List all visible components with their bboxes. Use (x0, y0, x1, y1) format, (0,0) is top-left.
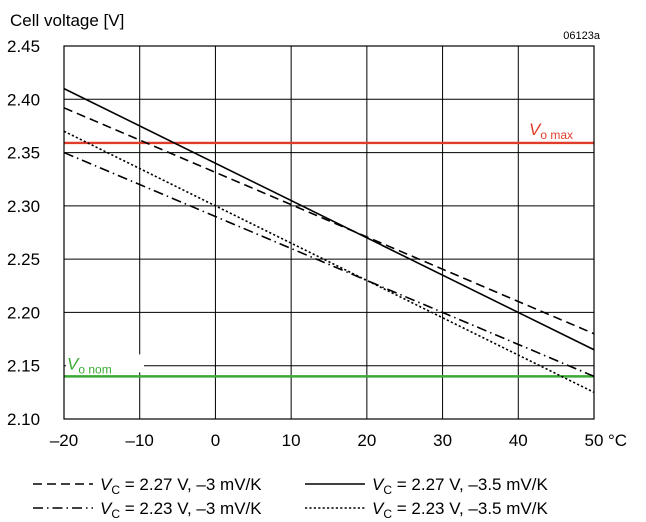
x-tick-label: 40 (509, 431, 528, 450)
legend: VC = 2.27 V, –3 mV/K VC = 2.27 V, –3.5 mV… (33, 475, 548, 521)
legend-symbol: V (372, 475, 385, 494)
y-axis-label: Cell voltage [V] (10, 11, 124, 30)
legend-label: VC = 2.23 V, –3 mV/K (100, 499, 262, 521)
x-tick-label: 30 (433, 431, 452, 450)
reference-label-symbol: V (67, 354, 80, 373)
series-line (63, 107, 595, 335)
legend-label: VC = 2.27 V, –3.5 mV/K (372, 475, 548, 497)
legend-symbol: V (100, 499, 113, 518)
y-tick-label: 2.25 (7, 250, 40, 269)
reference-label-symbol: V (529, 120, 542, 139)
x-tick-label: 10 (282, 431, 301, 450)
axis-frame (63, 45, 595, 420)
reference-label-subscript: o nom (78, 362, 111, 376)
legend-text: = 2.27 V, –3 mV/K (120, 475, 262, 494)
legend-subscript: C (383, 507, 392, 521)
y-tick-label: 2.40 (7, 90, 40, 109)
series-line (63, 151, 595, 378)
legend-text: = 2.23 V, –3 mV/K (120, 499, 262, 518)
legend-symbol: V (372, 499, 385, 518)
reference-line-label: Vo nom (67, 354, 112, 376)
y-tick-label: 2.30 (7, 197, 40, 216)
figure-code: 06123a (563, 30, 601, 42)
legend-label: VC = 2.23 V, –3.5 mV/K (372, 499, 548, 521)
reference-label-bg (66, 354, 144, 373)
y-tick-label: 2.10 (7, 410, 40, 429)
x-tick-label: –20 (50, 431, 78, 450)
plot-frame (63, 45, 595, 420)
legend-symbol: V (100, 475, 113, 494)
legend-text: = 2.27 V, –3.5 mV/K (392, 475, 548, 494)
legend-label: VC = 2.27 V, –3 mV/K (100, 475, 262, 497)
reference-label-subscript: o max (540, 128, 573, 142)
x-tick-label: 50 (585, 431, 604, 450)
x-unit-label: °C (608, 431, 627, 450)
x-tick-label: 20 (357, 431, 376, 450)
legend-subscript: C (111, 483, 120, 497)
y-tick-label: 2.20 (7, 303, 40, 322)
legend-text: = 2.23 V, –3.5 mV/K (392, 499, 548, 518)
legend-subscript: C (383, 483, 392, 497)
y-tick-label: 2.45 (7, 37, 40, 56)
y-tick-label: 2.15 (7, 357, 40, 376)
grid (63, 45, 595, 420)
legend-subscript: C (111, 507, 120, 521)
x-tick-label: 0 (211, 431, 220, 450)
series-lines (63, 87, 595, 394)
series-line (63, 87, 595, 351)
reference-line-label: Vo max (529, 120, 573, 142)
tick-labels: 2.10 2.15 2.20 2.25 2.30 2.35 2.40 2.45 –20 –10 0 1… (7, 37, 627, 450)
x-tick-label: –10 (126, 431, 154, 450)
series-line (63, 130, 595, 394)
y-tick-label: 2.35 (7, 144, 40, 163)
